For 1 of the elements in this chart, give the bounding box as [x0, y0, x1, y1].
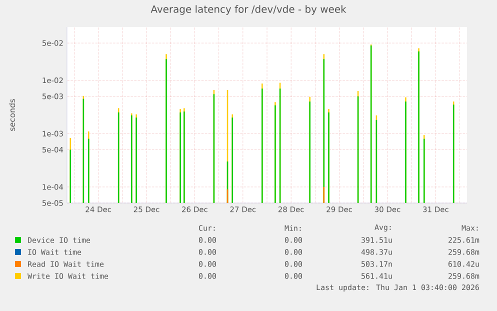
chart-title: Average latency for /dev/vde - by week: [150, 5, 346, 15]
